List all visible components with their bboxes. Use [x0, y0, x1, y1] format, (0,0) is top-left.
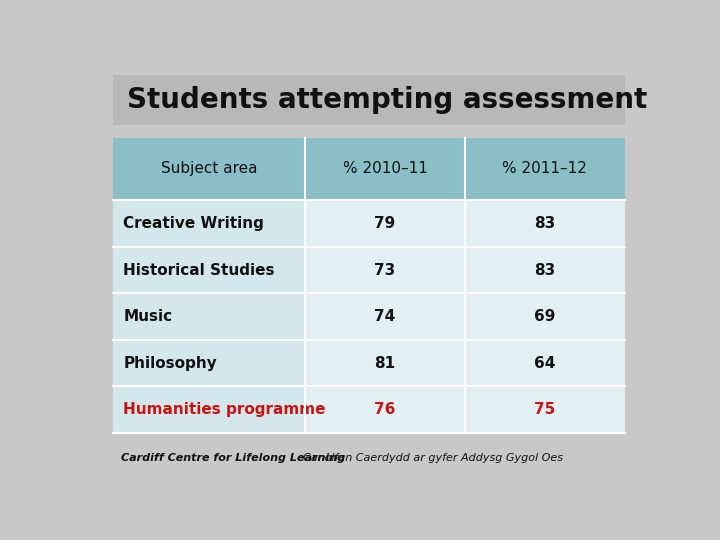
FancyBboxPatch shape [114, 386, 305, 433]
FancyBboxPatch shape [465, 386, 624, 433]
FancyBboxPatch shape [114, 340, 305, 386]
Text: % 2011–12: % 2011–12 [503, 161, 587, 177]
Text: 69: 69 [534, 309, 555, 324]
FancyBboxPatch shape [114, 75, 624, 125]
Text: 64: 64 [534, 355, 555, 370]
Text: 81: 81 [374, 355, 395, 370]
FancyBboxPatch shape [305, 247, 465, 293]
FancyBboxPatch shape [114, 200, 305, 247]
Text: Students attempting assessment: Students attempting assessment [127, 86, 647, 114]
FancyBboxPatch shape [305, 200, 465, 247]
FancyBboxPatch shape [465, 340, 624, 386]
Text: Music: Music [124, 309, 173, 324]
Text: Creative Writing: Creative Writing [124, 216, 264, 231]
FancyBboxPatch shape [305, 386, 465, 433]
FancyBboxPatch shape [305, 340, 465, 386]
Text: Philosophy: Philosophy [124, 355, 217, 370]
Text: 79: 79 [374, 216, 395, 231]
Text: 74: 74 [374, 309, 395, 324]
Text: Canolfan Caerdydd ar gyfer Addysg Gygol Oes: Canolfan Caerdydd ar gyfer Addysg Gygol … [297, 453, 564, 463]
Text: Cardiff Centre for Lifelong Learning: Cardiff Centre for Lifelong Learning [121, 453, 345, 463]
FancyBboxPatch shape [114, 138, 624, 200]
Text: % 2010–11: % 2010–11 [343, 161, 428, 177]
Text: 83: 83 [534, 216, 555, 231]
Text: 76: 76 [374, 402, 396, 417]
FancyBboxPatch shape [465, 200, 624, 247]
Text: 73: 73 [374, 262, 395, 278]
Text: Subject area: Subject area [161, 161, 258, 177]
Text: 83: 83 [534, 262, 555, 278]
FancyBboxPatch shape [305, 293, 465, 340]
Text: Humanities programme: Humanities programme [124, 402, 326, 417]
FancyBboxPatch shape [114, 293, 305, 340]
FancyBboxPatch shape [114, 138, 624, 433]
FancyBboxPatch shape [114, 247, 305, 293]
FancyBboxPatch shape [465, 247, 624, 293]
FancyBboxPatch shape [465, 293, 624, 340]
Text: 75: 75 [534, 402, 555, 417]
Text: Historical Studies: Historical Studies [124, 262, 275, 278]
